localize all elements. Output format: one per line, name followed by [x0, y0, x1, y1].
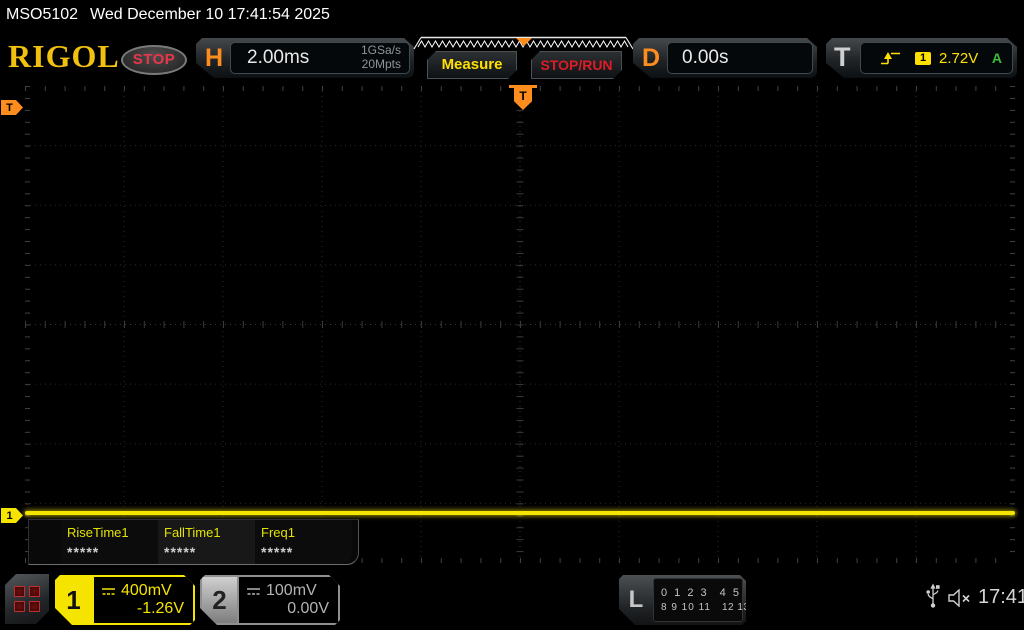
memory-depth: 20Mpts — [361, 57, 401, 71]
grid-menu-button[interactable] — [5, 574, 49, 624]
run-state-indicator[interactable]: STOP — [121, 45, 187, 75]
measurement-overlay[interactable]: RiseTime1 ***** FallTime1 ***** Freq1 **… — [28, 519, 359, 565]
digital-group: 8 9 10 11 — [661, 602, 711, 613]
channel1-offset-marker[interactable]: 1 — [1, 508, 23, 523]
trigger-panel[interactable]: T 1 2.72V A — [826, 38, 1017, 78]
measurement-falltime: FallTime1 ***** — [158, 520, 255, 564]
status-clock: 17:41 — [978, 586, 1024, 608]
logic-analyzer-panel[interactable]: L 0 1 2 3 4 5 6 7 8 9 10 11 12 13 14 15 — [619, 575, 746, 625]
measurement-name: RiseTime1 — [67, 525, 129, 540]
channel1-trace — [25, 511, 1015, 515]
measurement-risetime: RiseTime1 ***** — [61, 520, 158, 564]
trigger-level-marker[interactable]: T — [1, 100, 23, 115]
sample-rate: 1GSa/s — [360, 43, 401, 58]
acquisition-rates: 1GSa/s 20Mpts — [361, 44, 401, 72]
trigger-position-bar — [509, 85, 537, 88]
preview-side-borders — [413, 37, 634, 50]
stop-run-button[interactable]: STOP/RUN — [531, 51, 622, 79]
measurement-freq: Freq1 ***** — [255, 520, 352, 564]
channel2-scale: 100mV — [266, 582, 317, 599]
graticule-grid — [25, 86, 1015, 563]
logic-analyzer-label: L — [628, 586, 644, 613]
model-name: MSO5102 — [6, 6, 79, 23]
preview-trigger-position-icon — [516, 38, 532, 46]
trigger-position-marker[interactable]: T — [514, 88, 532, 110]
measure-button[interactable]: Measure — [427, 51, 517, 79]
trigger-mode: A — [991, 50, 1002, 66]
horizontal-panel[interactable]: H 2.00ms 1GSa/s 20Mpts — [196, 38, 414, 78]
topbar: MSO5102 Wed December 10 17:41:54 2025 — [6, 6, 330, 24]
timebase-value: 2.00ms — [247, 47, 310, 68]
measurement-name: FallTime1 — [164, 525, 221, 540]
rising-edge-trigger-icon — [881, 51, 901, 66]
rigol-logo: RIGOL — [8, 38, 120, 74]
channel2-number: 2 — [202, 577, 237, 623]
digital-group: 4 5 6 7 — [719, 587, 768, 599]
horizontal-label: H — [205, 44, 224, 72]
trigger-source-badge: 1 — [915, 52, 931, 65]
channel2-offset: 0.00V — [287, 600, 329, 617]
channel1-panel[interactable]: 1 400mV -1.26V — [55, 575, 195, 625]
channel1-number: 1 — [66, 584, 81, 615]
measurement-value: ***** — [261, 544, 294, 560]
channel2-panel[interactable]: 2 100mV 0.00V — [200, 575, 340, 625]
dc-coupling-icon — [246, 586, 261, 597]
channel1-offset: -1.26V — [136, 600, 184, 617]
measurement-value: ***** — [164, 544, 197, 560]
digital-group: 12 13 14 15 — [721, 602, 781, 613]
channel1-scale: 400mV — [121, 582, 172, 599]
trigger-level-value: 2.72V — [939, 49, 979, 67]
delay-value: 0.00s — [682, 47, 729, 68]
delay-label: D — [642, 44, 661, 72]
usb-icon — [926, 583, 940, 608]
trigger-label: T — [834, 42, 851, 72]
digital-channels: 0 1 2 3 4 5 6 7 8 9 10 11 12 13 14 15 — [653, 578, 743, 622]
measurement-name: Freq1 — [261, 525, 295, 540]
datetime-text: Wed December 10 17:41:54 2025 — [90, 6, 330, 23]
dc-coupling-icon — [101, 586, 116, 597]
digital-group: 0 1 2 3 — [661, 587, 709, 599]
preview-waveform-zigzag — [417, 40, 629, 48]
volume-muted-icon — [948, 589, 970, 607]
memory-waveform-preview[interactable] — [412, 36, 635, 50]
measurement-value: ***** — [67, 544, 100, 560]
delay-panel[interactable]: D 0.00s — [633, 38, 817, 78]
grid-icon — [14, 586, 40, 612]
